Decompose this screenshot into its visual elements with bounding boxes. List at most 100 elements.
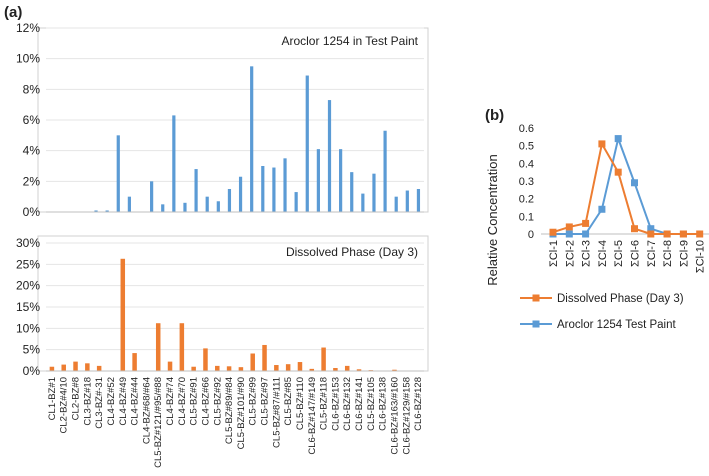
line-x-category-label: ΣCl-1 bbox=[548, 240, 560, 267]
series-line-1 bbox=[553, 135, 684, 235]
series-marker-0 bbox=[549, 228, 557, 236]
bottom-bar bbox=[262, 344, 267, 371]
bottom-bar bbox=[226, 366, 232, 371]
series-marker-0 bbox=[631, 225, 638, 233]
bottom-bar bbox=[215, 365, 220, 371]
bottom-bar bbox=[309, 368, 315, 371]
line-chart-ylabel: Relative Concentration bbox=[485, 154, 500, 286]
top-bar bbox=[150, 181, 154, 212]
line-ytick-label: 0.1 bbox=[519, 211, 534, 223]
series-marker-0 bbox=[663, 230, 671, 238]
top-bar bbox=[272, 167, 276, 212]
top-ytick-label: 10% bbox=[16, 52, 40, 66]
bottom-bar bbox=[356, 369, 362, 371]
line-x-category-label: ΣCl-4 bbox=[597, 240, 609, 267]
top-ytick-label: 0% bbox=[23, 205, 41, 219]
top-bar bbox=[350, 172, 354, 212]
line-x-category-label: ΣCl-6 bbox=[630, 240, 642, 267]
legend-marker-0 bbox=[532, 294, 540, 302]
top-bar-chart: 0% 2% 4% 6% 8% 10% 12% bbox=[16, 21, 424, 219]
x-category-label: CL5-BZ#110 bbox=[295, 377, 306, 430]
bottom-bar bbox=[167, 361, 173, 371]
bottom-bar bbox=[73, 361, 78, 371]
x-category-label: CL6-BZ#129/#158 bbox=[401, 377, 412, 455]
x-category-label: CL4-BZ#44 bbox=[130, 377, 141, 426]
x-category-label: CL5-BZ#101/#90 bbox=[236, 377, 247, 449]
x-category-label: CL3-BZ#-31 bbox=[94, 377, 105, 429]
top-bar bbox=[405, 190, 409, 212]
top-bar bbox=[183, 202, 187, 212]
x-category-label: CL2-BZ#8 bbox=[71, 377, 82, 420]
bottom-bar bbox=[344, 365, 350, 371]
series-marker-0 bbox=[647, 230, 655, 238]
x-category-label: CL1-BZ#1 bbox=[47, 377, 58, 420]
top-ytick-label: 12% bbox=[16, 21, 40, 35]
x-category-label: CL4-BZ#52 bbox=[106, 377, 117, 426]
top-bar bbox=[416, 189, 421, 212]
x-category-label: CL6-BZ#141 bbox=[354, 377, 365, 431]
bottom-ytick-label: 10% bbox=[16, 321, 40, 335]
line-ytick-label: 0.2 bbox=[519, 194, 534, 206]
bottom-ytick-label: 25% bbox=[16, 257, 40, 271]
top-bar bbox=[216, 201, 220, 212]
bottom-bar bbox=[132, 353, 137, 371]
bottom-bar bbox=[274, 365, 279, 371]
x-category-label: CL4-BZ#70 bbox=[177, 377, 188, 426]
top-bar bbox=[361, 193, 365, 212]
top-ytick-label: 2% bbox=[23, 174, 41, 188]
panel-a-label: (a) bbox=[4, 4, 22, 21]
bottom-bar bbox=[392, 369, 397, 371]
series-marker-1 bbox=[647, 225, 655, 233]
bottom-bar bbox=[120, 258, 126, 371]
bottom-bar bbox=[191, 366, 196, 371]
bottom-bar-chart: 0%5%10%15%20%25%30%CL1-BZ#1 CL2-BZ#4/10 CL… bbox=[16, 236, 424, 468]
line-x-category-label: ΣCl-9 bbox=[678, 240, 690, 267]
panel-b-label: (b) bbox=[485, 107, 504, 124]
bottom-bar bbox=[285, 364, 291, 371]
x-category-label: CL6-BZ#163/#160 bbox=[389, 377, 400, 455]
series-marker-1 bbox=[582, 230, 590, 238]
bottom-bar bbox=[155, 323, 161, 371]
top-bar bbox=[238, 176, 243, 212]
top-bar bbox=[94, 210, 98, 212]
x-category-label: CL5-BZ#97 bbox=[260, 377, 271, 426]
top-bar bbox=[161, 204, 165, 212]
top-bar bbox=[372, 173, 376, 212]
top-bar bbox=[327, 100, 332, 212]
series-marker-0 bbox=[582, 219, 590, 227]
x-category-label: CL5-BZ#91 bbox=[189, 377, 200, 426]
x-category-label: CL5-BZ#89/#84 bbox=[224, 377, 235, 444]
series-marker-0 bbox=[598, 140, 606, 148]
bottom-bar bbox=[49, 366, 55, 371]
line-x-category-label: ΣCl-8 bbox=[662, 240, 674, 267]
x-category-label: CL5-BZ#92 bbox=[212, 377, 223, 426]
top-bar bbox=[205, 196, 209, 212]
x-category-label: CL5-BZ#121/#95/#88 bbox=[153, 377, 164, 468]
series-marker-0 bbox=[679, 230, 687, 238]
bottom-bar bbox=[179, 323, 185, 371]
legend-marker-1 bbox=[532, 320, 540, 328]
line-ytick-label: 0.5 bbox=[519, 141, 534, 153]
bottom-ytick-label: 15% bbox=[16, 300, 40, 314]
bottom-bar bbox=[297, 362, 303, 371]
top-bar bbox=[227, 189, 232, 212]
line-ytick-label: 0.3 bbox=[519, 176, 534, 188]
top-bar bbox=[116, 135, 120, 212]
bottom-chart-title: Dissolved Phase (Day 3) bbox=[286, 245, 418, 259]
x-category-label: CL5-BZ#87/#111 bbox=[271, 377, 282, 448]
bottom-bar bbox=[203, 348, 208, 371]
top-bar bbox=[383, 130, 387, 212]
series-marker-0 bbox=[614, 168, 622, 176]
line-x-category-label: ΣCl-5 bbox=[613, 240, 625, 267]
top-bar bbox=[283, 158, 287, 212]
line-x-category-label: ΣCl-7 bbox=[646, 240, 658, 267]
x-category-label: CL3-BZ#18 bbox=[82, 377, 93, 426]
top-bar bbox=[250, 66, 254, 212]
relative-concentration-line-chart: 0 0.1 0.2 0.3 0.4 0.5 0.6 ΣCl-1 ΣCl-2 ΣCl-3 ΣCl-4 Σ… bbox=[519, 123, 709, 331]
x-category-label: CL5-BZ#105 bbox=[366, 377, 377, 431]
x-category-label: CL6-BZ#147/#149 bbox=[307, 377, 318, 455]
legend-label-0: Dissolved Phase (Day 3) bbox=[557, 293, 684, 305]
x-category-label: CL5-BZ#85 bbox=[283, 377, 294, 426]
legend-label-1: Aroclor 1254 Test Paint bbox=[557, 319, 676, 331]
x-category-label: CL6-BZ#138 bbox=[378, 377, 389, 431]
